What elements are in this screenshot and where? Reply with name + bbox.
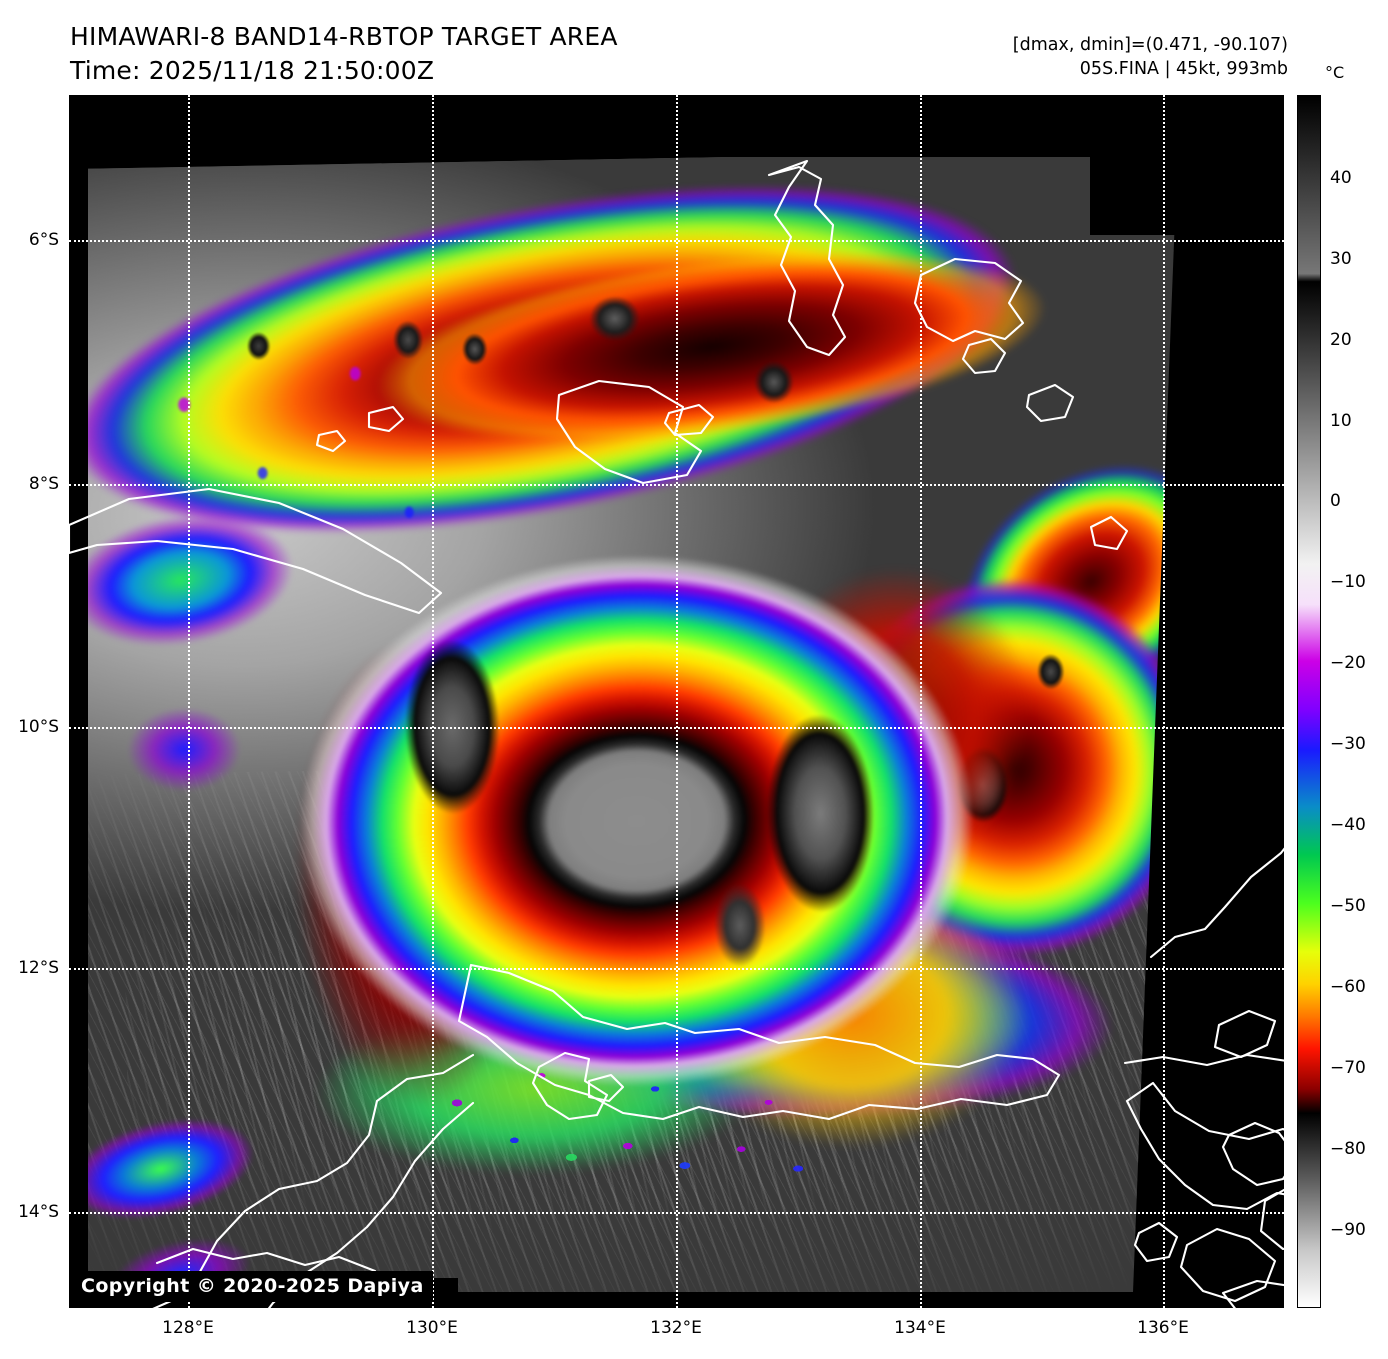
coastline-overlay xyxy=(69,95,1284,1308)
axis-label-lon-136E: 136°E xyxy=(1137,1318,1189,1338)
metadata-block: [dmax, dmin]=(0.471, -90.107) 05S.FINA |… xyxy=(1013,33,1288,81)
gridline-lon-136E xyxy=(1163,95,1165,1308)
colorbar-tick-m40: −40 xyxy=(1330,815,1366,835)
axis-label-lat-8S: 8°S xyxy=(28,474,59,494)
colorbar-tick-m50: −50 xyxy=(1330,896,1366,916)
page-title: HIMAWARI-8 BAND14-RBTOP TARGET AREA xyxy=(70,22,618,51)
colorbar-tick-m70: −70 xyxy=(1330,1058,1366,1078)
colorbar-tick-m90: −90 xyxy=(1330,1220,1366,1240)
no-data-region-left xyxy=(69,95,89,1308)
axis-label-lon-130E: 130°E xyxy=(406,1318,458,1338)
axis-label-lat-14S: 14°S xyxy=(18,1202,59,1222)
colorbar-tick-m60: −60 xyxy=(1330,977,1366,997)
axis-label-lat-12S: 12°S xyxy=(18,958,59,978)
colorbar-tick-m20: −20 xyxy=(1330,653,1366,673)
axis-label-lon-134E: 134°E xyxy=(894,1318,946,1338)
gridline-lon-130E xyxy=(432,95,434,1308)
colorbar-tick-40: 40 xyxy=(1330,168,1352,188)
gridline-lon-132E xyxy=(676,95,678,1308)
colorbar-tick-30: 30 xyxy=(1330,249,1352,269)
colorbar-tick-0: 0 xyxy=(1330,491,1341,511)
gridline-lon-134E xyxy=(920,95,922,1308)
axis-label-lat-10S: 10°S xyxy=(18,717,59,737)
axis-label-lon-132E: 132°E xyxy=(650,1318,702,1338)
colorbar-tick-m80: −80 xyxy=(1330,1139,1366,1159)
axis-label-lat-6S: 6°S xyxy=(28,230,59,250)
colorbar-gradient xyxy=(1298,96,1320,1307)
copyright-label: Copyright © 2020-2025 Dapiya xyxy=(72,1271,433,1302)
colorbar-tick-m30: −30 xyxy=(1330,734,1366,754)
title-block: HIMAWARI-8 BAND14-RBTOP TARGET AREA Time… xyxy=(70,20,618,88)
timestamp-label: Time: 2025/11/18 21:50:00Z xyxy=(70,56,435,85)
colorbar-tick-m10: −10 xyxy=(1330,572,1366,592)
data-range-label: [dmax, dmin]=(0.471, -90.107) xyxy=(1012,35,1288,55)
storm-info-label: 05S.FINA | 45kt, 993mb xyxy=(1079,59,1288,79)
axis-label-lon-128E: 128°E xyxy=(162,1318,214,1338)
satellite-image-plot: Copyright © 2020-2025 Dapiya xyxy=(69,95,1284,1308)
colorbar-tick-20: 20 xyxy=(1330,330,1352,350)
colorbar xyxy=(1297,95,1321,1308)
colorbar-unit-label: °C xyxy=(1325,63,1345,82)
gridline-lon-128E xyxy=(188,95,190,1308)
colorbar-tick-10: 10 xyxy=(1330,411,1352,431)
